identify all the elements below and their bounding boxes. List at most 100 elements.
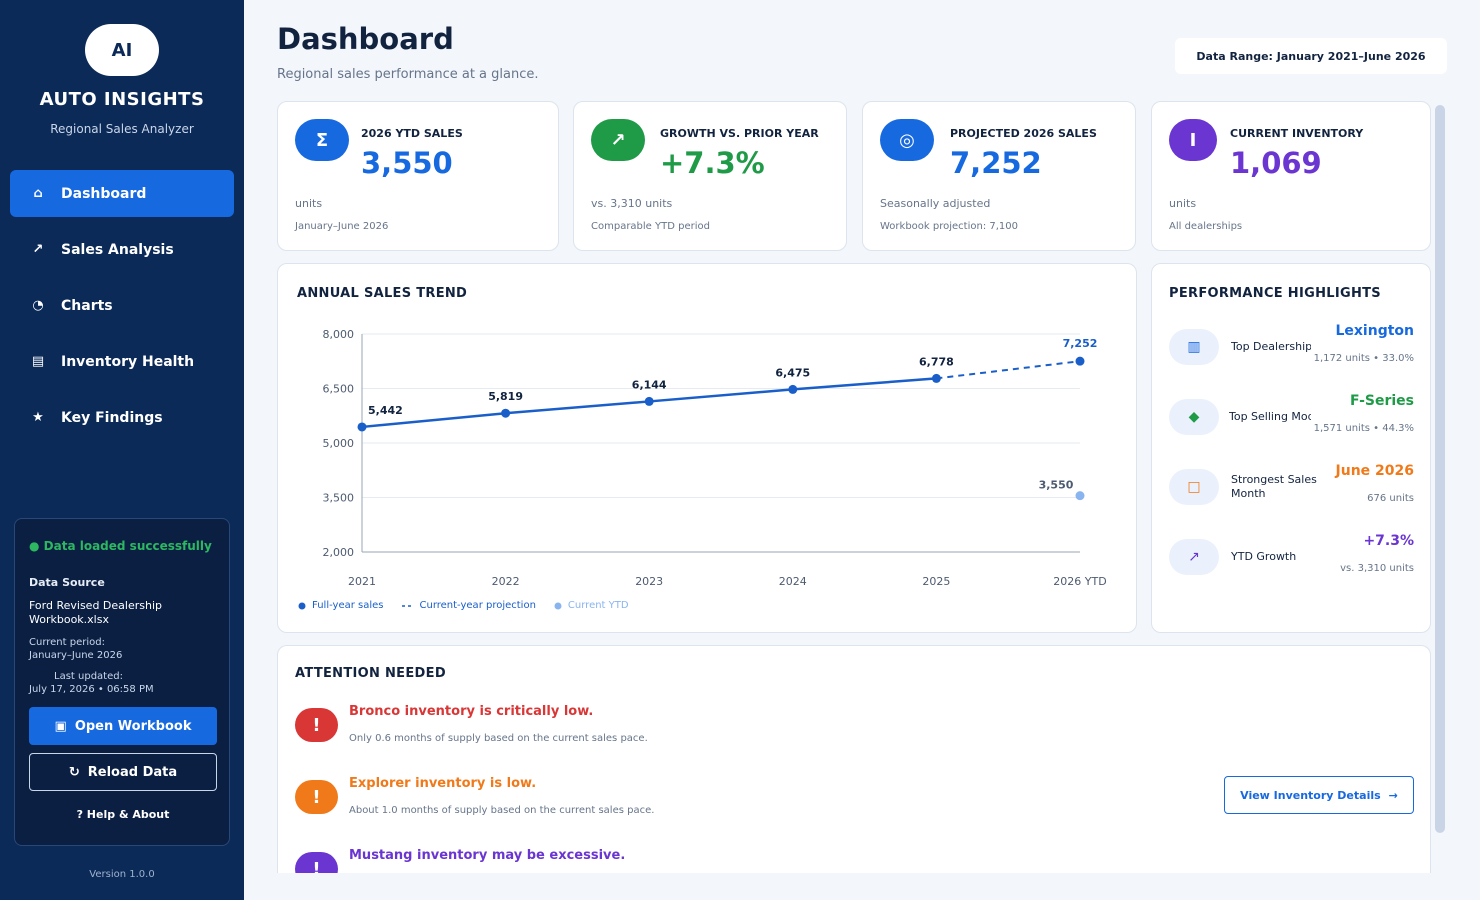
series-line-projection bbox=[936, 360, 1081, 380]
calendar-icon: □ bbox=[1169, 469, 1219, 505]
y-tick-label: 8,000 bbox=[323, 328, 355, 341]
legend-marker bbox=[401, 604, 414, 607]
legend-marker bbox=[554, 602, 562, 609]
inventory-icon: I bbox=[1169, 119, 1217, 161]
highlight-label: Top Dealership bbox=[1231, 340, 1311, 353]
legend-label: Current-year projection bbox=[419, 600, 536, 611]
kpi-card-ytd-sales: Σ 2026 YTD SALES 3,550 units January–Jun… bbox=[277, 101, 559, 251]
sigma-icon: Σ bbox=[295, 119, 349, 161]
alert-title: Explorer inventory is low. bbox=[349, 776, 537, 791]
alert-description: About 1.0 months of supply based on the … bbox=[349, 805, 655, 816]
alert-title: Bronco inventory is critically low. bbox=[349, 704, 594, 719]
highlight-sub: 1,172 units • 33.0% bbox=[1313, 353, 1414, 364]
attention-needed-card: ATTENTION NEEDED ! Bronco inventory is c… bbox=[277, 645, 1431, 900]
trend-up-icon: ↗ bbox=[32, 242, 44, 257]
trend-up-icon: ↗ bbox=[591, 119, 645, 161]
sidebar: AI AUTO INSIGHTS Regional Sales Analyzer… bbox=[0, 0, 244, 900]
data-label: 5,819 bbox=[488, 390, 523, 403]
data-point-current-ytd bbox=[1075, 491, 1085, 501]
performance-highlights-card: PERFORMANCE HIGHLIGHTS ▥ Top Dealership … bbox=[1151, 263, 1431, 633]
open-workbook-label: Open Workbook bbox=[74, 718, 192, 734]
inventory-icon: ▤ bbox=[31, 354, 45, 369]
sidebar-item-label: Inventory Health bbox=[61, 353, 195, 370]
workbook-icon: ▣ bbox=[54, 718, 67, 734]
kpi-value: 1,069 bbox=[1230, 146, 1322, 180]
x-tick-label: 2022 bbox=[492, 575, 520, 588]
data-point bbox=[501, 408, 511, 418]
kpi-card-inventory: I CURRENT INVENTORY 1,069 units All deal… bbox=[1151, 101, 1431, 251]
kpi-footnote: Comparable YTD period bbox=[591, 221, 710, 232]
reload-icon: ↻ bbox=[68, 764, 80, 780]
main-scrollbar[interactable] bbox=[1435, 105, 1445, 833]
legend-marker bbox=[298, 602, 306, 609]
period-value: January–June 2026 bbox=[29, 650, 123, 661]
kpi-card-growth: ↗ GROWTH VS. PRIOR YEAR +7.3% vs. 3,310 … bbox=[573, 101, 847, 251]
view-inventory-details-button[interactable]: View Inventory Details → bbox=[1224, 776, 1414, 814]
alert-description: Only 0.6 months of supply based on the c… bbox=[349, 733, 648, 744]
data-label-current-ytd: 3,550 bbox=[1039, 479, 1074, 492]
attention-title: ATTENTION NEEDED bbox=[295, 666, 446, 681]
kpi-unit: Seasonally adjusted bbox=[880, 197, 991, 210]
data-point bbox=[644, 396, 654, 406]
view-inventory-details-label: View Inventory Details bbox=[1240, 788, 1381, 802]
x-tick-label: 2025 bbox=[922, 575, 950, 588]
legend-projection: Current-year projection bbox=[401, 600, 536, 611]
help-about-link[interactable]: ? Help & About bbox=[76, 808, 170, 821]
highlight-label: YTD Growth bbox=[1231, 550, 1297, 563]
pie-chart-icon: ◔ bbox=[32, 298, 44, 313]
sidebar-item-sales-analysis[interactable]: ↗ Sales Analysis bbox=[10, 226, 234, 273]
highlight-value: June 2026 bbox=[1335, 463, 1414, 479]
legend-current-ytd: Current YTD bbox=[554, 600, 629, 611]
arrow-right-icon: → bbox=[1388, 788, 1398, 802]
data-status: ● Data loaded successfully bbox=[29, 539, 212, 553]
sidebar-item-inventory-health[interactable]: ▤ Inventory Health bbox=[10, 338, 234, 385]
y-tick-label: 3,500 bbox=[323, 492, 355, 505]
data-label: 6,144 bbox=[632, 378, 667, 391]
kpi-label: 2026 YTD SALES bbox=[361, 127, 463, 140]
data-source-panel: ● Data loaded successfully Data Source F… bbox=[14, 518, 230, 846]
highlight-sub: vs. 3,310 units bbox=[1340, 563, 1414, 574]
sidebar-item-charts[interactable]: ◔ Charts bbox=[10, 282, 234, 329]
sidebar-item-key-findings[interactable]: ★ Key Findings bbox=[10, 394, 234, 441]
y-tick-label: 6,500 bbox=[323, 383, 355, 396]
kpi-unit: units bbox=[295, 197, 323, 210]
x-tick-label: 2024 bbox=[779, 575, 807, 588]
data-source-file: Ford Revised Dealership Workbook.xlsx bbox=[29, 599, 162, 626]
warning-icon: ! bbox=[295, 780, 338, 814]
highlight-sub: 1,571 units • 44.3% bbox=[1313, 423, 1414, 434]
period-label: Current period: bbox=[29, 637, 105, 648]
data-range-badge: Data Range: January 2021–June 2026 bbox=[1175, 38, 1447, 74]
reload-data-button[interactable]: ↻ Reload Data bbox=[29, 753, 217, 791]
sales-trend-chart: 2,000 3,500 5,000 6,500 8,000 2021 2022 2023 202… bbox=[323, 328, 1107, 588]
highlight-label: Strongest Sales Month bbox=[1231, 473, 1317, 500]
sidebar-item-dashboard[interactable]: ⌂ Dashboard bbox=[10, 170, 234, 217]
y-tick-label: 2,000 bbox=[323, 546, 355, 559]
updated-label: Last updated: bbox=[54, 671, 123, 682]
app-logo: AI bbox=[85, 24, 159, 76]
alert-title: Mustang inventory may be excessive. bbox=[349, 848, 626, 863]
highlight-value: Lexington bbox=[1335, 323, 1414, 339]
x-tick-label: 2021 bbox=[348, 575, 376, 588]
kpi-label: PROJECTED 2026 SALES bbox=[950, 127, 1097, 140]
target-icon: ◎ bbox=[880, 119, 934, 161]
highlight-value: F-Series bbox=[1349, 393, 1414, 409]
highlight-label: Top Selling Model bbox=[1229, 410, 1311, 423]
star-icon: ★ bbox=[32, 410, 44, 425]
sidebar-item-label: Charts bbox=[61, 297, 113, 314]
kpi-card-projected: ◎ PROJECTED 2026 SALES 7,252 Seasonally … bbox=[862, 101, 1136, 251]
reload-data-label: Reload Data bbox=[87, 764, 178, 780]
kpi-footnote: All dealerships bbox=[1169, 221, 1243, 232]
kpi-footnote: January–June 2026 bbox=[295, 221, 389, 232]
page-subtitle: Regional sales performance at a glance. bbox=[277, 67, 539, 82]
data-label-projection: 7,252 bbox=[1063, 337, 1098, 350]
kpi-footnote: Workbook projection: 7,100 bbox=[880, 221, 1018, 232]
legend-label: Current YTD bbox=[567, 600, 629, 611]
sidebar-item-label: Key Findings bbox=[61, 409, 163, 426]
x-tick-label: 2026 YTD bbox=[1053, 575, 1106, 588]
chart-legend: Full-year sales Current-year projection … bbox=[298, 600, 629, 611]
legend-label: Full-year sales bbox=[312, 600, 384, 611]
data-point bbox=[788, 384, 798, 394]
kpi-value: 7,252 bbox=[950, 146, 1042, 180]
open-workbook-button[interactable]: ▣ Open Workbook bbox=[29, 707, 217, 745]
page-title: Dashboard bbox=[277, 22, 454, 56]
